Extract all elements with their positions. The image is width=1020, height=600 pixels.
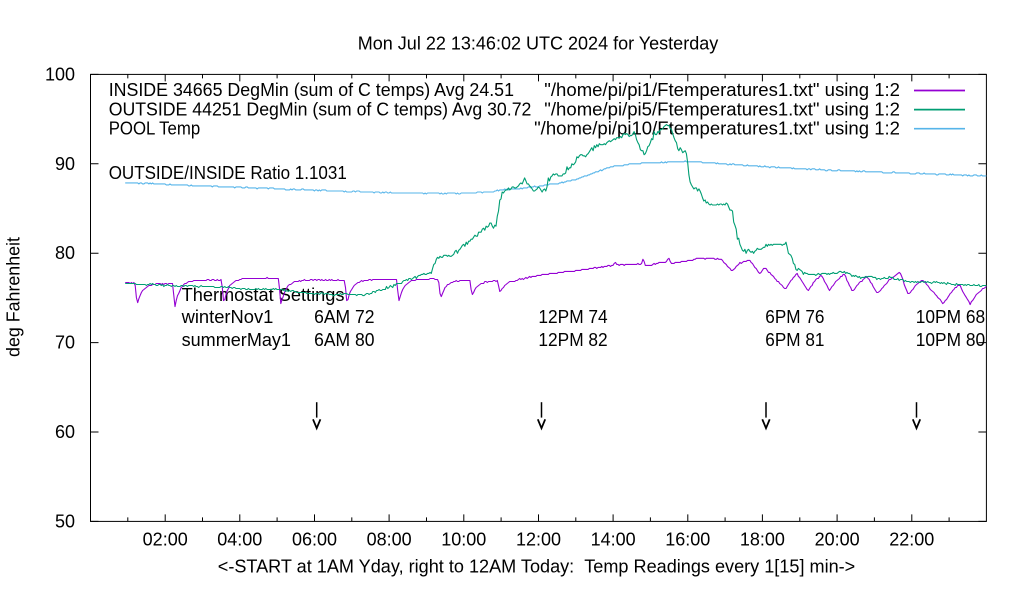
- svg-text:60: 60: [55, 422, 75, 442]
- svg-text:10:00: 10:00: [441, 530, 486, 550]
- svg-text:18:00: 18:00: [740, 530, 785, 550]
- svg-text:10PM 80: 10PM 80: [916, 330, 985, 350]
- svg-text:70: 70: [55, 333, 75, 353]
- svg-text:6PM 81: 6PM 81: [765, 330, 824, 350]
- svg-text:14:00: 14:00: [591, 530, 636, 550]
- svg-text:02:00: 02:00: [143, 530, 188, 550]
- svg-text:INSIDE 34665 DegMin (sum of C: INSIDE 34665 DegMin (sum of C temps) Avg…: [109, 80, 514, 100]
- svg-text:Mon Jul 22 13:46:02 UTC 2024 f: Mon Jul 22 13:46:02 UTC 2024 for Yesterd…: [358, 34, 719, 54]
- svg-text:90: 90: [55, 154, 75, 174]
- svg-text:80: 80: [55, 243, 75, 263]
- svg-text:"/home/pi/pi10/Ftemperatures1.: "/home/pi/pi10/Ftemperatures1.txt" using…: [534, 119, 900, 139]
- svg-text:"/home/pi/pi5/Ftemperatures1.t: "/home/pi/pi5/Ftemperatures1.txt" using …: [544, 99, 900, 119]
- svg-text:12PM 74: 12PM 74: [538, 307, 607, 327]
- svg-text:winterNov1: winterNov1: [181, 307, 274, 327]
- svg-text:08:00: 08:00: [367, 530, 412, 550]
- svg-text:OUTSIDE 44251 DegMin (sum of C: OUTSIDE 44251 DegMin (sum of C temps) Av…: [109, 99, 532, 119]
- svg-text:16:00: 16:00: [665, 530, 710, 550]
- svg-text:Thermostat Settings: Thermostat Settings: [182, 285, 345, 305]
- svg-text:6AM 72: 6AM 72: [314, 307, 374, 327]
- svg-text:100: 100: [45, 64, 75, 84]
- svg-text:6PM 76: 6PM 76: [765, 307, 824, 327]
- svg-text:"/home/pi/pi1/Ftemperatures1.t: "/home/pi/pi1/Ftemperatures1.txt" using …: [544, 80, 900, 100]
- svg-text:6AM 80: 6AM 80: [314, 330, 374, 350]
- svg-text:12:00: 12:00: [516, 530, 561, 550]
- svg-text:<-START at 1AM Yday, right to: <-START at 1AM Yday, right to 12AM Today…: [218, 557, 856, 577]
- svg-text:12PM 82: 12PM 82: [538, 330, 607, 350]
- svg-text:20:00: 20:00: [815, 530, 860, 550]
- svg-text:POOL Temp: POOL Temp: [109, 119, 201, 139]
- svg-text:22:00: 22:00: [889, 530, 934, 550]
- svg-text:OUTSIDE/INSIDE Ratio 1.1031: OUTSIDE/INSIDE Ratio 1.1031: [109, 163, 347, 183]
- svg-text:deg Fahrenheit: deg Fahrenheit: [4, 237, 24, 357]
- svg-text:summerMay1: summerMay1: [182, 330, 291, 350]
- svg-text:10PM 68: 10PM 68: [916, 307, 985, 327]
- svg-text:06:00: 06:00: [292, 530, 337, 550]
- svg-text:04:00: 04:00: [217, 530, 262, 550]
- svg-text:50: 50: [55, 511, 75, 531]
